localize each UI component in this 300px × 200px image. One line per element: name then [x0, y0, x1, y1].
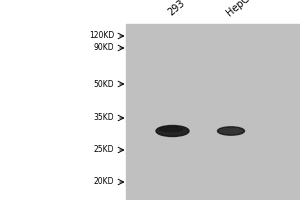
- Text: HepG2: HepG2: [225, 0, 256, 18]
- Ellipse shape: [156, 126, 189, 136]
- Text: 35KD: 35KD: [93, 114, 114, 122]
- Text: 20KD: 20KD: [94, 178, 114, 186]
- Ellipse shape: [159, 127, 182, 132]
- Bar: [126, 24, 300, 200]
- Text: 293: 293: [166, 0, 187, 18]
- Text: 50KD: 50KD: [93, 80, 114, 88]
- Text: 120KD: 120KD: [89, 31, 114, 40]
- Ellipse shape: [218, 127, 244, 135]
- Text: 90KD: 90KD: [93, 44, 114, 52]
- Text: 25KD: 25KD: [94, 146, 114, 154]
